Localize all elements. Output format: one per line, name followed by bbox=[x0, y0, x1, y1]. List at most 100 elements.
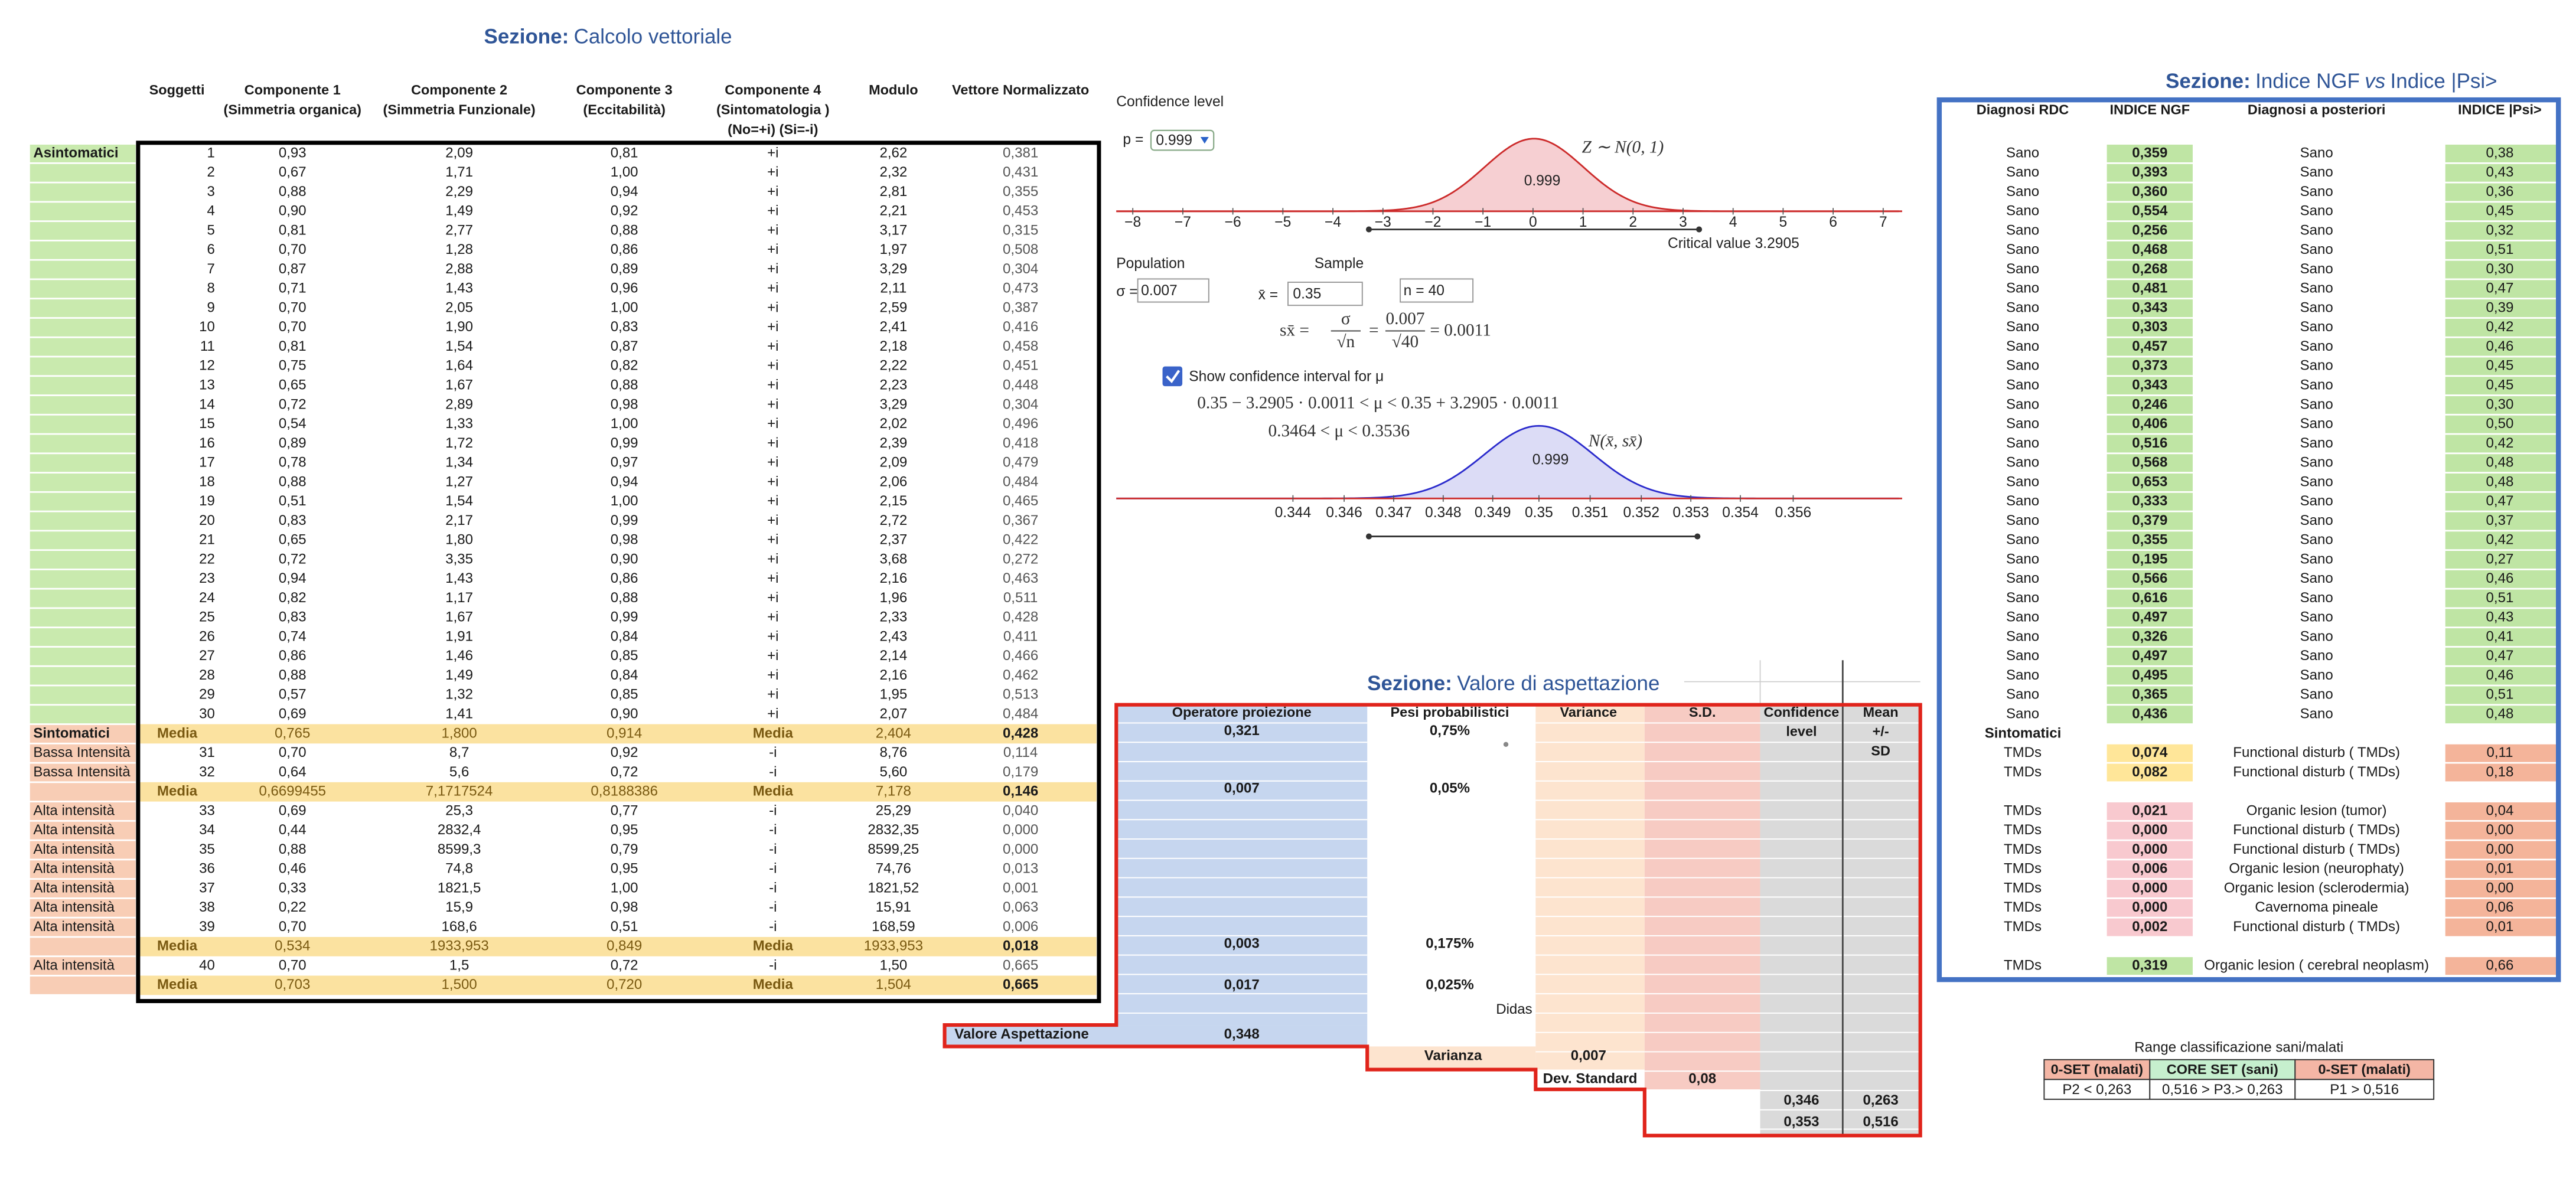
label-cell bbox=[30, 241, 136, 259]
cell: 2,14 bbox=[879, 648, 907, 664]
column-header: (Simmetria Funzionale) bbox=[383, 102, 536, 117]
label-cell bbox=[30, 203, 136, 221]
checkbox[interactable] bbox=[1162, 366, 1183, 387]
cell: 2,39 bbox=[879, 435, 907, 451]
cell: 0,849 bbox=[606, 938, 642, 954]
cell: 0,70 bbox=[279, 745, 306, 760]
tick-label: 4 bbox=[1729, 214, 1737, 230]
cell: 1,00 bbox=[611, 299, 638, 315]
cell: Media bbox=[753, 725, 794, 741]
column-header: Variance bbox=[1560, 704, 1618, 720]
cell: 0,365 bbox=[2132, 687, 2167, 703]
cell: 0,27 bbox=[2486, 551, 2514, 567]
cell: 0,373 bbox=[2132, 358, 2167, 374]
cell: 0,568 bbox=[2132, 455, 2167, 471]
cell: 0,65 bbox=[279, 532, 306, 548]
tick-label: −6 bbox=[1225, 214, 1241, 230]
value-cell bbox=[2107, 338, 2193, 356]
header-cell bbox=[2043, 1059, 2151, 1080]
row-number: 6 bbox=[207, 241, 214, 257]
column-header: Componente 2 bbox=[411, 82, 507, 97]
cell: TMDs bbox=[2004, 745, 2042, 760]
tick-label: 6 bbox=[1829, 214, 1837, 230]
cell: Sano bbox=[2300, 687, 2333, 703]
cell: 0,86 bbox=[279, 648, 306, 664]
cell: 0,72 bbox=[279, 551, 306, 567]
value-cell bbox=[2445, 647, 2557, 665]
cell: TMDs bbox=[2004, 957, 2042, 973]
cell: 0,263 bbox=[1863, 1092, 1899, 1108]
area-label: 0.999 bbox=[1532, 452, 1569, 468]
cell: Organic lesion (tumor) bbox=[2246, 802, 2387, 818]
cell: Sano bbox=[2006, 358, 2039, 374]
header-cell bbox=[2294, 1059, 2435, 1080]
cell: 0,01 bbox=[2486, 919, 2514, 935]
cell: Media bbox=[753, 783, 794, 799]
cell: 0,94 bbox=[611, 474, 638, 489]
row-number: 9 bbox=[207, 299, 214, 315]
row-number: 33 bbox=[199, 802, 215, 818]
media-row bbox=[139, 975, 1097, 995]
cell: 0,82 bbox=[279, 590, 306, 606]
cell: 2832,4 bbox=[438, 822, 481, 838]
cell: 0,84 bbox=[611, 628, 638, 644]
value-cell bbox=[2107, 357, 2193, 376]
cell: Sano bbox=[2006, 512, 2039, 528]
cell: Functional disturb ( TMDs) bbox=[2233, 919, 2400, 935]
table-border bbox=[1936, 97, 2561, 982]
cell: 0,381 bbox=[1003, 145, 1038, 161]
cell: 0,428 bbox=[1003, 609, 1038, 625]
cell: 2,32 bbox=[879, 164, 907, 180]
cell: +i bbox=[767, 203, 778, 219]
cell: 0,333 bbox=[2132, 493, 2167, 509]
column-header: level bbox=[1786, 724, 1817, 739]
value-cell bbox=[2107, 609, 2193, 627]
cell: 0,95 bbox=[611, 822, 638, 838]
cell: Functional disturb ( TMDs) bbox=[2233, 822, 2400, 838]
value-cell bbox=[2445, 338, 2557, 356]
label: Confidence level bbox=[1116, 94, 1224, 110]
cell: 0,006 bbox=[1003, 919, 1038, 935]
cell: 1,00 bbox=[611, 880, 638, 896]
cell: 0,00 bbox=[2486, 880, 2514, 896]
tick-label: −1 bbox=[1475, 214, 1491, 230]
label: Sample bbox=[1315, 256, 1364, 272]
cell: Sano bbox=[2300, 164, 2333, 180]
cell: P2 < 0,263 bbox=[2062, 1082, 2131, 1098]
cell: 0,75% bbox=[1430, 723, 1470, 739]
cell: Sano bbox=[2300, 493, 2333, 509]
cell: TMDs bbox=[2004, 880, 2042, 896]
cell: 0,074 bbox=[2132, 745, 2168, 760]
cell: 2,43 bbox=[879, 628, 907, 644]
cell: 0,75 bbox=[279, 358, 306, 374]
cell: 1,54 bbox=[445, 338, 473, 354]
column-header: Confidence bbox=[1764, 704, 1840, 720]
cell: 1,90 bbox=[445, 319, 473, 335]
cell: 0,47 bbox=[2486, 493, 2514, 509]
label-cell bbox=[30, 357, 136, 376]
cell: Sano bbox=[2300, 512, 2333, 528]
value-cell bbox=[2107, 222, 2193, 240]
cell: Organic lesion ( cerebral neoplasm) bbox=[2204, 957, 2429, 973]
row-label: Bassa Intensità bbox=[33, 764, 131, 780]
value-cell bbox=[2107, 551, 2193, 569]
cell: 0,720 bbox=[606, 977, 642, 992]
cell: 0,321 bbox=[1224, 723, 1260, 739]
row-number: 26 bbox=[199, 628, 215, 644]
title-text: vs bbox=[2365, 70, 2385, 93]
critical-value: Critical value 3.2905 bbox=[1668, 236, 1799, 252]
label-cell bbox=[30, 396, 136, 414]
cell: Sano bbox=[2006, 222, 2039, 238]
cell: +i bbox=[767, 493, 778, 509]
label-cell bbox=[30, 570, 136, 588]
cell: 0,51 bbox=[2486, 241, 2514, 257]
label-cell bbox=[30, 821, 136, 840]
value-cell bbox=[2107, 299, 2193, 318]
label-cell bbox=[30, 415, 136, 433]
select-value: 0.999 bbox=[1156, 133, 1192, 149]
cell: Functional disturb ( TMDs) bbox=[2233, 764, 2400, 780]
cell: -i bbox=[769, 880, 777, 896]
select-box bbox=[1150, 129, 1215, 151]
cell: TMDs bbox=[2004, 802, 2042, 818]
cell: 1,43 bbox=[445, 570, 473, 586]
